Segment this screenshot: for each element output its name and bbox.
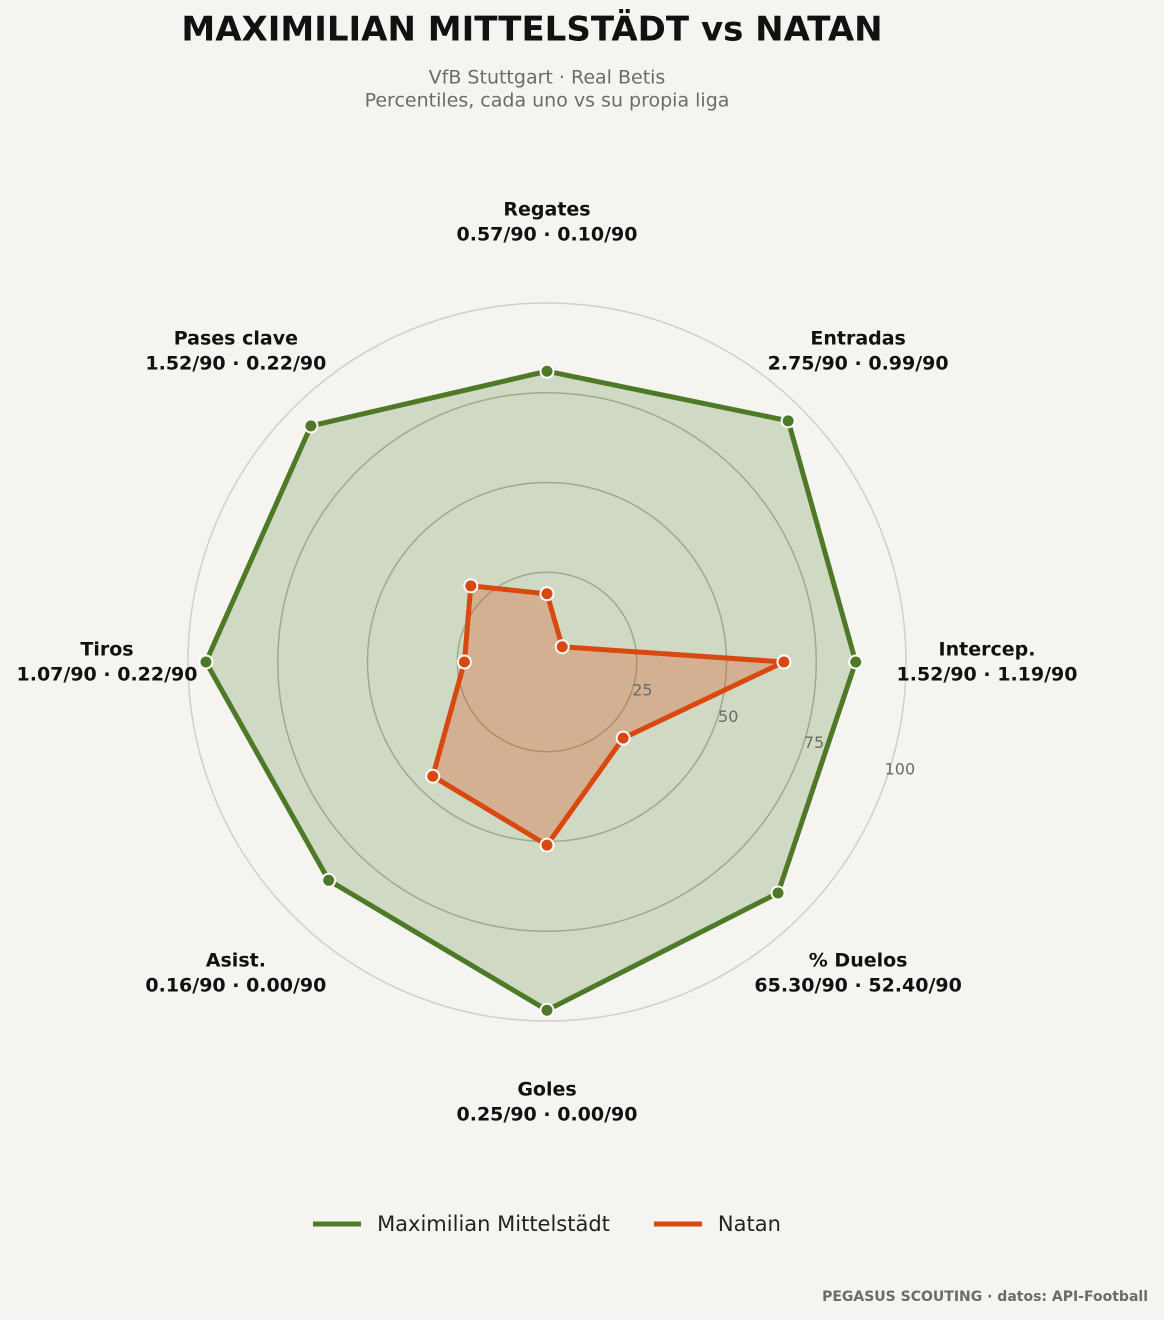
axis-label: Tiros bbox=[80, 639, 133, 661]
axis-stats: 1.07/90 · 0.22/90 bbox=[17, 664, 198, 686]
data-point bbox=[770, 885, 786, 901]
axis-label: Pases clave bbox=[174, 327, 298, 349]
axis-stats: 2.75/90 · 0.99/90 bbox=[768, 352, 949, 374]
axis-stats: 0.57/90 · 0.10/90 bbox=[457, 224, 638, 246]
grid-circle bbox=[187, 302, 907, 1022]
footer: PEGASUS SCOUTING · datos: API-Football bbox=[822, 1289, 1148, 1305]
axis-label: % Duelos bbox=[809, 950, 908, 972]
subtitle: Percentiles, cada uno vs su propia liga bbox=[365, 90, 730, 112]
data-point bbox=[539, 586, 555, 602]
r-tick-label: 25 bbox=[632, 681, 652, 700]
r-tick-label: 50 bbox=[718, 707, 738, 726]
data-point bbox=[776, 654, 792, 670]
data-point bbox=[198, 654, 214, 670]
axis-label: Entradas bbox=[810, 327, 906, 349]
axis-label: Regates bbox=[503, 199, 590, 221]
chart-title: MAXIMILIAN MITTELSTÄDT vs NATAN bbox=[181, 9, 882, 50]
grid-circle bbox=[277, 392, 817, 932]
axis-stats: 65.30/90 · 52.40/90 bbox=[754, 975, 961, 997]
legend-label: Maximilian Mittelstädt bbox=[377, 1212, 610, 1236]
legend-label: Natan bbox=[718, 1212, 781, 1236]
axis-label: Goles bbox=[517, 1079, 576, 1101]
r-tick-label: 100 bbox=[885, 759, 916, 778]
axis-stats: 0.16/90 · 0.00/90 bbox=[145, 975, 326, 997]
data-point bbox=[848, 654, 864, 670]
data-point bbox=[456, 654, 472, 670]
data-point bbox=[539, 837, 555, 853]
data-point bbox=[554, 639, 570, 655]
axis-label: Asist. bbox=[206, 950, 266, 972]
data-point bbox=[539, 1002, 555, 1018]
subtitle: VfB Stuttgart · Real Betis bbox=[429, 67, 666, 89]
data-point bbox=[463, 578, 479, 594]
axis-stats: 1.52/90 · 0.22/90 bbox=[145, 352, 326, 374]
data-point bbox=[425, 768, 441, 784]
data-point bbox=[539, 363, 555, 379]
axis-stats: 1.52/90 · 1.19/90 bbox=[897, 664, 1078, 686]
series-area bbox=[205, 371, 856, 1011]
data-point bbox=[321, 872, 337, 888]
data-point bbox=[780, 413, 796, 429]
data-point bbox=[303, 418, 319, 434]
r-tick-label: 75 bbox=[804, 733, 824, 752]
series-area bbox=[432, 585, 784, 846]
axis-label: Intercep. bbox=[939, 639, 1036, 661]
axis-stats: 0.25/90 · 0.00/90 bbox=[457, 1104, 638, 1126]
data-point bbox=[615, 730, 631, 746]
